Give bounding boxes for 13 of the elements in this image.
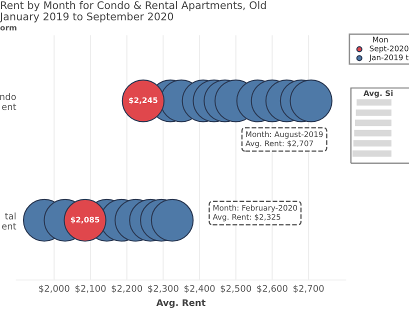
- y-tick-label: tal ent: [2, 212, 16, 230]
- x-axis-title: Avg. Rent: [156, 299, 206, 308]
- y-tick-label: ndo ent: [0, 93, 16, 110]
- x-tick-label: $2,700: [293, 284, 324, 294]
- x-tick-label: $2,000: [39, 284, 70, 294]
- x-tick-label: $2,400: [184, 284, 215, 294]
- x-tick-label: $2,500: [220, 284, 252, 294]
- point: [290, 79, 332, 122]
- x-tick-label: $2,600: [257, 284, 288, 294]
- x-tick-label: $2,200: [112, 284, 142, 294]
- point: [150, 198, 194, 242]
- x-tick-label: $2,100: [75, 284, 106, 294]
- x-tick-label: $2,300: [148, 284, 178, 294]
